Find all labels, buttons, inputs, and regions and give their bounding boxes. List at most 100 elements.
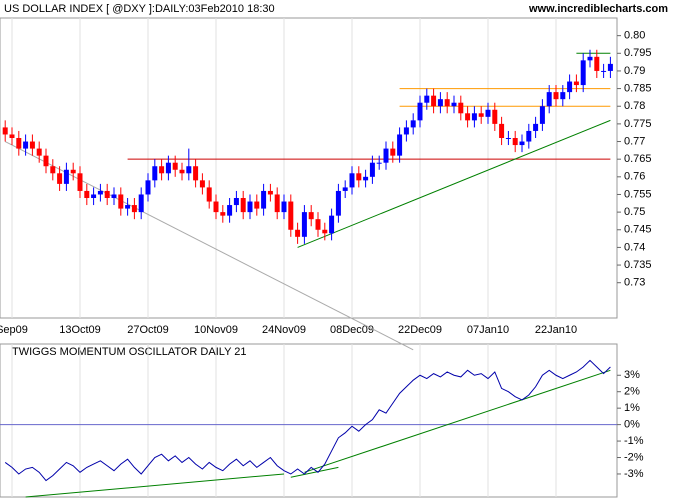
- candle-body: [451, 102, 457, 107]
- candle-body: [9, 134, 15, 138]
- oscillator-panel: [0, 343, 618, 498]
- candle-body: [233, 198, 239, 206]
- candle-body: [220, 212, 226, 216]
- candle-body: [29, 141, 35, 149]
- candle-body: [505, 138, 511, 139]
- candle-body: [601, 70, 607, 72]
- candle-body: [431, 95, 437, 107]
- x-tick-label: 13Oct09: [59, 324, 101, 336]
- candle-body: [63, 169, 69, 184]
- candle-body: [349, 173, 355, 188]
- candle-body: [261, 190, 267, 209]
- y-tick-label: -2%: [624, 451, 644, 463]
- candle-body: [322, 229, 328, 234]
- candle-body: [254, 201, 260, 209]
- candle-body: [403, 127, 409, 135]
- candle-body: [369, 162, 375, 177]
- trend-line: [297, 119, 611, 248]
- y-tick-label: 0.77: [624, 135, 645, 147]
- candle-body: [478, 113, 484, 117]
- candle-body: [84, 190, 90, 198]
- candle-body: [138, 194, 144, 213]
- candle-body: [526, 130, 532, 142]
- candle-body: [315, 219, 321, 230]
- candle-body: [437, 99, 443, 107]
- candle-body: [172, 162, 178, 170]
- candle-body: [152, 166, 158, 181]
- y-tick-label: 0.795: [624, 47, 652, 59]
- candle-body: [36, 148, 42, 156]
- candle-body: [165, 162, 171, 174]
- candle-body: [267, 190, 273, 195]
- y-tick-label: 3%: [624, 369, 640, 381]
- candle-body: [199, 180, 205, 188]
- y-tick-label: -3%: [624, 468, 644, 480]
- y-tick-label: 0.785: [624, 82, 652, 94]
- y-tick-label: 0%: [624, 419, 640, 431]
- candle-body: [274, 194, 280, 213]
- candle-body: [159, 166, 165, 174]
- price-panel: [0, 17, 618, 319]
- y-tick-label: 0.735: [624, 259, 652, 271]
- candle-body: [77, 173, 83, 191]
- candle-body: [206, 187, 212, 202]
- trend-line: [25, 473, 285, 498]
- candle-body: [356, 173, 362, 181]
- candle-body: [587, 56, 593, 61]
- candle-body: [553, 92, 559, 100]
- candle-body: [70, 169, 76, 174]
- y-tick-label: 0.76: [624, 171, 645, 183]
- candle-body: [335, 190, 341, 216]
- candle-body: [539, 106, 545, 124]
- candle-body: [465, 113, 471, 121]
- y-tick-label: 0.755: [624, 188, 652, 200]
- candle-body: [573, 81, 579, 86]
- y-tick-label: 0.80: [624, 30, 645, 42]
- trend-line: [304, 369, 611, 473]
- candle-body: [247, 201, 253, 213]
- x-tick-label: 07Jan10: [467, 324, 509, 336]
- candle-body: [342, 187, 348, 191]
- candle-body: [193, 166, 199, 181]
- x-tick-label: 08Dec09: [330, 324, 374, 336]
- x-tick-label: Sep09: [0, 324, 28, 336]
- candle-body: [295, 229, 301, 237]
- candle-body: [607, 63, 613, 71]
- candle-body: [23, 141, 29, 149]
- y-tick-label: 0.745: [624, 224, 652, 236]
- y-tick-label: 0.73: [624, 277, 645, 289]
- candle-body: [424, 95, 430, 103]
- candle-body: [97, 190, 103, 195]
- candle-body: [376, 162, 382, 164]
- candle-body: [227, 205, 233, 216]
- candle-body: [186, 166, 192, 174]
- candle-body: [492, 109, 498, 124]
- candle-body: [417, 102, 423, 121]
- candle-body: [145, 180, 151, 195]
- candle-body: [329, 215, 335, 234]
- candle-body: [471, 113, 477, 121]
- oscillator-line: [4, 359, 611, 482]
- x-tick-label: 27Oct09: [127, 324, 169, 336]
- panel-title: TWIGGS MOMENTUM OSCILLATOR DAILY 21: [12, 346, 247, 358]
- candle-body: [308, 212, 314, 220]
- candle-body: [16, 138, 22, 149]
- candle-body: [301, 212, 307, 237]
- y-tick-label: 0.775: [624, 118, 652, 130]
- candle-body: [288, 201, 294, 230]
- candle-body: [131, 205, 137, 213]
- candle-body: [91, 194, 97, 198]
- candle-body: [410, 120, 416, 128]
- x-tick-label: 22Jan10: [535, 324, 577, 336]
- candle-body: [567, 81, 573, 93]
- candle-body: [533, 123, 539, 131]
- candle-body: [240, 198, 246, 213]
- candle-body: [485, 109, 491, 117]
- candle-body: [2, 127, 8, 135]
- y-tick-label: 0.74: [624, 241, 645, 253]
- candle-body: [580, 60, 586, 86]
- candle-body: [104, 190, 110, 198]
- candle-body: [111, 194, 117, 198]
- y-tick-label: 0.78: [624, 100, 645, 112]
